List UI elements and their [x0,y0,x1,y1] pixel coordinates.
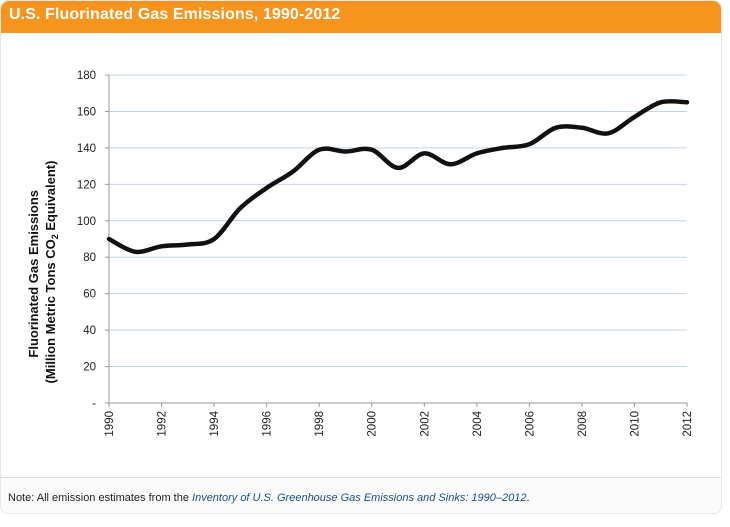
x-tick-label: 1996 [262,411,274,437]
chart-title: U.S. Fluorinated Gas Emissions, 1990-201… [9,6,341,23]
x-tick-label: 2002 [419,411,431,437]
x-tick-label: 2012 [682,411,694,437]
x-tick-label: 2008 [577,411,589,437]
y-axis-label-line2-end: Equivalent) [43,161,58,235]
note-suffix: . [526,492,530,504]
x-tick-label: 2006 [524,411,536,437]
y-tick-label: 180 [77,70,96,82]
data-points [109,102,688,252]
x-tick-label: 2000 [367,411,379,437]
footer-note: Note: All emission estimates from the In… [8,492,530,504]
y-axis-label: Fluorinated Gas Emissions (Million Metri… [26,161,60,384]
chart-area: -20 40 60 80 100 120 140 160 180 1990 1992 1994 199… [1,33,721,475]
y-tick-label: 120 [77,179,96,191]
x-tick-label: 2004 [472,410,484,436]
x-tick-label: 2010 [629,411,641,437]
y-axis-label-subscript: 2 [50,234,60,239]
x-tick-label: 1998 [314,411,326,437]
y-axis-ticks: - 20 40 60 80 100 120 140 160 180 [77,70,109,410]
x-axis-ticks: 1990 1992 1994 1996 1998 2000 2002 2004 2006 2008… [104,403,694,437]
x-tick-label: 1990 [104,411,116,437]
footer: Note: All emission estimates from the In… [1,477,721,513]
chart-card: U.S. Fluorinated Gas Emissions, 1990-201… [0,0,722,514]
x-tick-label: 1994 [209,410,221,436]
note-prefix: Note: All emission estimates from the [8,492,193,504]
y-axis-label-line2: (Million Metric Tons CO2 Equivalent) [43,161,60,384]
y-tick-label: 20 [83,362,96,374]
emissions-series-line [106,98,690,255]
y-tick-label: 40 [83,325,96,337]
y-tick-label: 60 [83,289,96,301]
y-tick-label: 160 [77,106,96,118]
y-tick-label: 80 [83,252,96,264]
y-tick-label: 140 [77,143,96,155]
inventory-report-link[interactable]: Inventory of U.S. Greenhouse Gas Emissio… [192,492,527,504]
card-header: U.S. Fluorinated Gas Emissions, 1990-201… [1,1,721,33]
gridlines [109,74,687,368]
y-axis-label-line1: Fluorinated Gas Emissions [26,190,41,358]
y-tick-label: - [92,398,96,410]
y-tick-label: 100 [77,216,96,228]
y-axis-label-line2-start: (Million Metric Tons CO [43,239,58,383]
x-tick-label: 1992 [157,411,169,437]
